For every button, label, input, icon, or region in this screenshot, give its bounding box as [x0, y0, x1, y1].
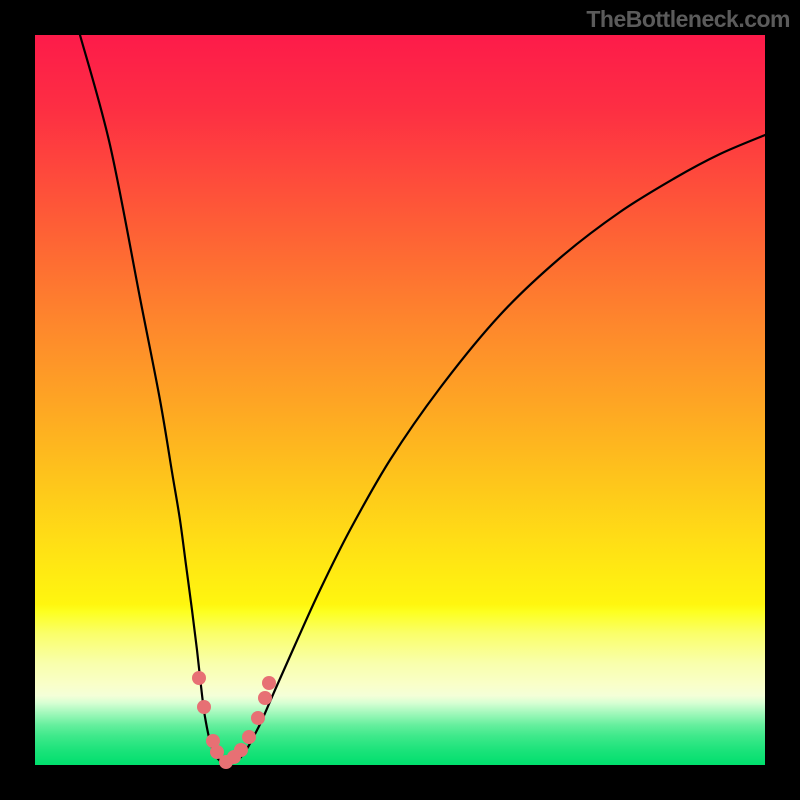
chart-root: TheBottleneck.com: [0, 0, 800, 800]
bottleneck-chart: [0, 0, 800, 800]
data-marker: [242, 730, 256, 744]
data-marker: [192, 671, 206, 685]
data-marker: [262, 676, 276, 690]
gradient-background: [35, 35, 765, 765]
data-marker: [197, 700, 211, 714]
data-marker: [251, 711, 265, 725]
data-marker: [234, 743, 248, 757]
data-marker: [258, 691, 272, 705]
watermark-label: TheBottleneck.com: [586, 6, 790, 33]
